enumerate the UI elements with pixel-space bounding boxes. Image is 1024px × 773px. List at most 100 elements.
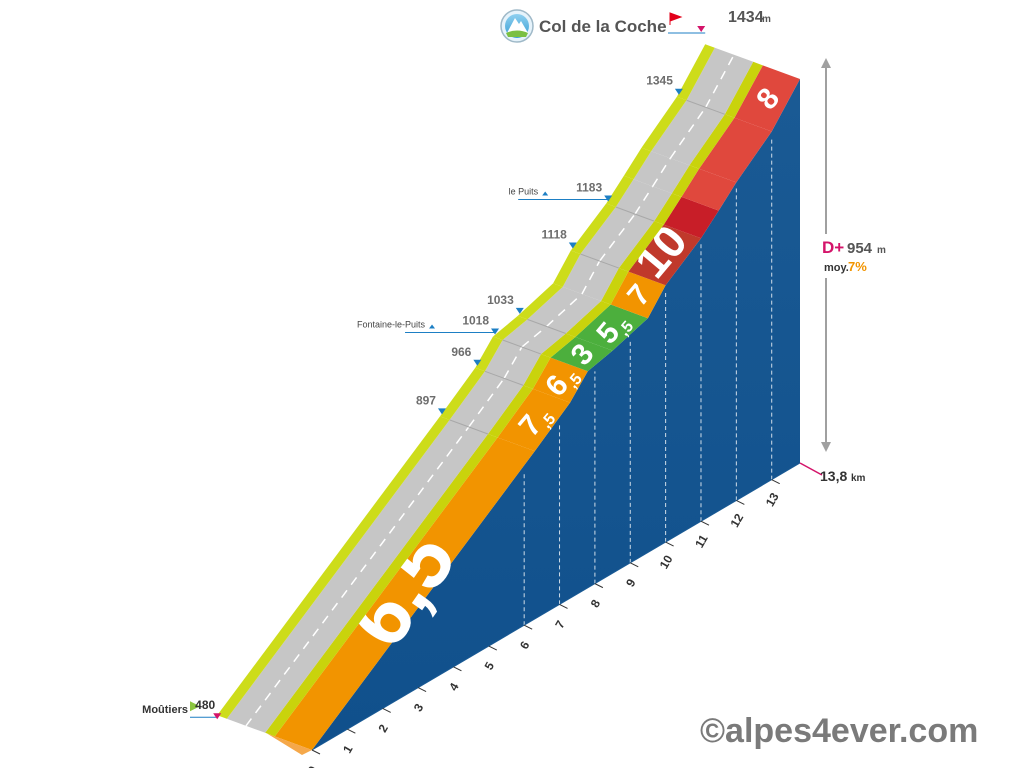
road-edge-upper-1 <box>440 367 485 420</box>
km-tick-7 <box>559 603 568 609</box>
km-tick-label: 13 <box>763 490 782 509</box>
road-surface-0 <box>226 419 489 733</box>
climb-label: D+ <box>822 238 844 257</box>
road-edge-lower-6 <box>618 221 664 272</box>
road-surface-6 <box>580 207 655 269</box>
distance-value: 13,8 <box>820 468 847 484</box>
waypoint-altitude: 1183 <box>576 181 602 195</box>
average-label: moy. <box>824 262 849 274</box>
km-tick-2 <box>382 707 391 713</box>
road-edge-lower-8 <box>671 165 700 197</box>
km-tick-label: 0 <box>305 763 321 768</box>
distance-end-tick <box>799 462 823 476</box>
summit-altitude: 1434 <box>728 9 764 26</box>
waypoint-marker-1183 <box>604 195 613 202</box>
road-section-line-6 <box>686 99 726 115</box>
profile-face <box>312 79 800 750</box>
grade-band-4 <box>575 304 648 351</box>
road-edge-upper-9 <box>641 96 687 152</box>
km-tick-4 <box>453 666 462 672</box>
road-centerline-5 <box>581 260 601 295</box>
km-tick-8 <box>594 583 604 589</box>
climb-summary-bg <box>816 234 876 278</box>
km-tick-label: 10 <box>657 552 676 571</box>
waypoint-marker-1345 <box>674 88 683 95</box>
waypoint-altitude: 1118 <box>541 227 567 241</box>
summit-flag-icon <box>669 12 683 25</box>
road-layer <box>217 44 763 737</box>
km-tick-label: 3 <box>411 701 427 714</box>
grade-band-8 <box>681 168 737 211</box>
km-tick-label: 6 <box>517 639 533 652</box>
road-centerline-2 <box>503 346 523 379</box>
km-tick-13 <box>771 479 780 485</box>
start-flag-icon <box>190 701 200 712</box>
grade-band-1 <box>497 388 571 452</box>
waypoint-marker-1018 <box>491 328 500 335</box>
height-arrow-bottom <box>821 442 831 452</box>
road-edge-upper-6 <box>570 203 616 254</box>
road-surface-1 <box>449 371 524 434</box>
road-section-line-0 <box>449 419 489 435</box>
km-tick-12 <box>736 499 745 505</box>
mountain-badge-peak <box>507 18 528 33</box>
road-edge-lower-10 <box>724 61 763 118</box>
waypoint-altitude: 1345 <box>646 74 673 88</box>
mountain-badge-grass <box>506 30 528 37</box>
km-tick-label: 7 <box>552 618 568 631</box>
road-edge-upper-3 <box>493 315 528 340</box>
start-place-name: Moûtiers <box>142 704 188 716</box>
road-centerline-4 <box>546 293 583 327</box>
grade-band-6 <box>628 224 701 286</box>
profile-front-face <box>312 79 800 750</box>
road-centerline-7 <box>634 185 654 215</box>
waypoint-altitude: 1018 <box>462 313 489 327</box>
km-tick-label: 1 <box>340 743 356 756</box>
road-edge-upper-10 <box>676 44 715 101</box>
road-edge-lower-1 <box>488 385 533 438</box>
average-value: 7% <box>848 259 867 274</box>
km-tick-label: 9 <box>623 576 639 589</box>
grade-band-7 <box>663 196 719 239</box>
waypoint-place-name: le Puits <box>509 187 539 197</box>
waypoint-altitude: 897 <box>416 393 436 407</box>
km-tick-5 <box>488 645 498 651</box>
km-tick-label: 12 <box>727 511 746 530</box>
road-edge-lower-4 <box>565 301 611 337</box>
km-tick-label: 11 <box>692 532 711 550</box>
road-centerline-8 <box>652 157 671 187</box>
grade-band-9 <box>699 117 772 183</box>
climb-unit: m <box>877 245 886 256</box>
road-section-line-3 <box>527 318 566 334</box>
distance-unit: km <box>851 473 866 484</box>
road-centerline-10 <box>705 54 735 108</box>
km-tick-6 <box>523 624 533 630</box>
road-edge-upper-8 <box>623 147 652 180</box>
watermark: ©alpes4ever.com <box>700 712 978 750</box>
waypoint-marker-897 <box>437 408 446 415</box>
village-icon <box>542 191 549 196</box>
km-tick-label: 5 <box>482 659 498 672</box>
road-edge-upper-7 <box>606 175 634 207</box>
road-section-line-5 <box>615 206 655 222</box>
climb-value: 954 <box>847 240 873 257</box>
road-centerline-6 <box>599 213 636 262</box>
road-section-line-1 <box>484 370 524 386</box>
km-tick-9 <box>630 562 639 568</box>
grade-band-10 <box>734 65 800 132</box>
road-edge-upper-4 <box>517 283 563 320</box>
road-centerline-1 <box>468 377 505 428</box>
road-edge-lower-5 <box>601 268 629 305</box>
road-section-line-4 <box>580 253 619 269</box>
road-edge-lower-2 <box>523 354 551 389</box>
km-tick-1 <box>347 728 356 734</box>
km-tick-11 <box>700 520 710 526</box>
x-axis-baseline <box>311 462 801 751</box>
summit-marker <box>697 26 706 32</box>
km-tick-3 <box>417 687 427 693</box>
road-centerline-9 <box>669 106 707 159</box>
chart-title: Col de la Coche <box>539 17 667 36</box>
waypoints: 8979661018Fontaine-le-Puits103311181183l… <box>142 74 683 720</box>
